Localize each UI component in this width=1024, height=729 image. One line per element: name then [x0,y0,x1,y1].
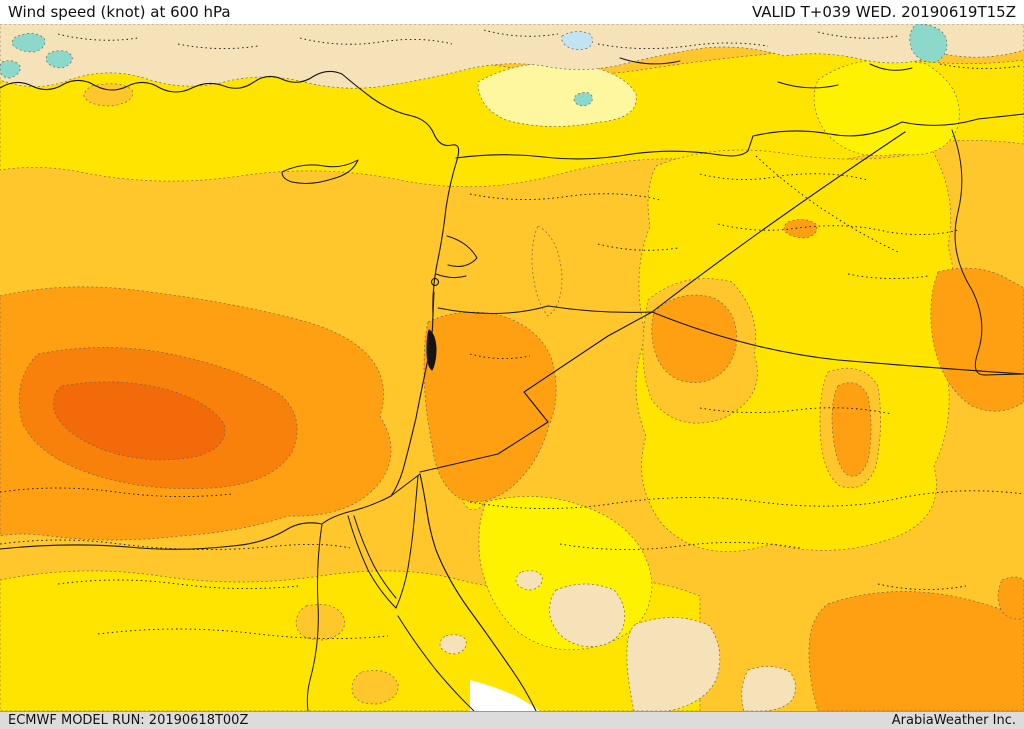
admin-boundaries-dotted [0,29,1024,640]
anatolia-detail-line-1 [619,57,681,65]
turkey-syria-iraq-border [455,113,1024,160]
dead-sea [426,329,437,371]
israel-lebanon-border [435,273,467,279]
contour-layer-white [470,680,540,711]
sea-of-galilee [430,277,440,287]
orange-east-edge [930,267,1024,412]
gulf-of-suez-west-shore [347,515,397,609]
model-run-label: ECMWF MODEL RUN: 20190618T00Z [8,713,249,728]
anatolia-detail-line-3 [869,63,913,71]
iraq-saudi-border [651,311,1024,375]
valid-time-label: VALID T+039 WED. 20190619T15Z [751,3,1016,21]
contour-layer-cyan [0,24,948,107]
anatolia-detail-line-2 [777,81,839,89]
orange-jordan-blob [423,311,557,503]
header-bar: Wind speed (knot) at 600 hPa VALID T+039… [0,0,1024,24]
contour-layer-cream [0,24,1024,711]
lake-patch [561,31,593,50]
cream-north-band [0,24,1024,89]
red-sea-east-coastline [419,473,537,711]
wind-speed-map [0,24,1024,711]
contour-layer-darkest-orange [53,381,226,461]
syria-iraq-border [651,131,906,313]
coastlines-and-borders [0,57,1024,711]
levant-egypt-coastline [0,73,460,550]
orange-southeast [808,591,1024,711]
anatolia-coastline [0,70,343,93]
bright-yellow-northeast [813,59,960,156]
jordan-saudi-border [419,311,653,473]
red-sea-white-patch [470,680,540,711]
israel-egypt-border [390,473,421,497]
lebanon-syria-border [446,235,478,267]
brand-label: ArabiaWeather Inc. [891,713,1016,728]
syria-jordan-border [437,305,653,315]
gulf-of-aqaba-west-shore [395,475,419,609]
iran-iraq-border [951,129,1024,376]
footer-bar: ECMWF MODEL RUN: 20190618T00Z ArabiaWeat… [0,711,1024,729]
map-title: Wind speed (knot) at 600 hPa [8,3,231,21]
nile-river [306,523,323,711]
cyprus-outline [281,159,359,184]
cyan-northeast-patch [909,24,948,63]
red-sea-west-coastline [397,615,475,711]
contour-layer-pale-yellow [477,62,637,127]
gulf-of-suez-east-shore [353,515,397,599]
contour-fills [0,24,1024,711]
jordan-river-line [432,291,435,317]
